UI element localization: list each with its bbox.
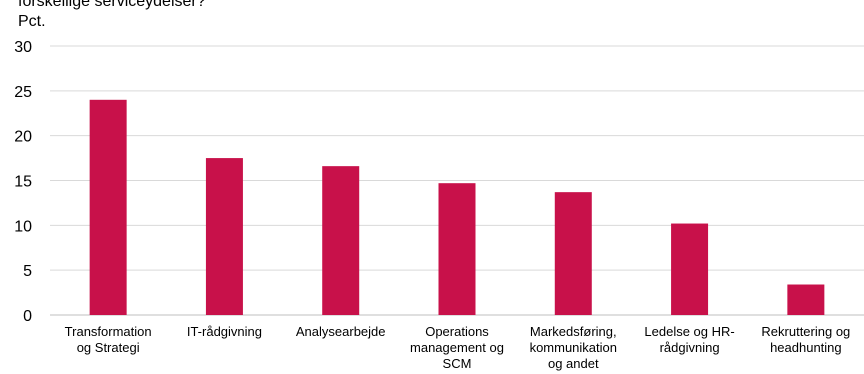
x-category-label-line: IT-rådgivning — [187, 324, 262, 339]
bar — [205, 158, 243, 315]
y-tick-label: 5 — [23, 263, 32, 280]
x-category-label-line: Rekruttering og — [761, 324, 850, 339]
x-category-label: Transformation og Strategi — [65, 324, 152, 355]
y-tick-label: 15 — [14, 174, 32, 191]
y-tick-label: 25 — [14, 84, 32, 101]
x-category-label-line: Ledelse og HR- — [644, 324, 734, 339]
x-category-label: Markedsføring, kommunikation og andet — [530, 324, 617, 371]
y-tick-label: 30 — [14, 39, 32, 56]
y-axis-unit-label: Pct. — [18, 13, 46, 30]
x-category-label: Analysearbejde — [296, 324, 386, 339]
x-category-label-line: kommunikation — [530, 340, 617, 355]
y-tick-label: 10 — [14, 218, 32, 235]
x-category-label-line: og Strategi — [77, 340, 140, 355]
x-category-label-line: headhunting — [770, 340, 842, 355]
x-category-label-line: rådgivning — [660, 340, 720, 355]
x-category-label: IT-rådgivning — [187, 324, 262, 339]
bar — [787, 284, 825, 315]
x-category-label: Operations management og SCM — [410, 324, 504, 371]
x-category-label-line: Operations — [425, 324, 489, 339]
x-category-label-line: og andet — [548, 356, 599, 371]
y-tick-label: 0 — [23, 308, 32, 325]
x-category-label-line: Transformation — [65, 324, 152, 339]
chart-title: forskellige serviceydelser? — [18, 0, 206, 10]
bar — [438, 183, 476, 315]
x-category-label-line: management og — [410, 340, 504, 355]
y-axis-ticks: 0 5 10 15 20 25 30 — [14, 39, 32, 325]
x-axis-labels: Transformation og Strategi IT-rådgivning An… — [65, 324, 851, 371]
x-category-label-line: Markedsføring, — [530, 324, 617, 339]
bars — [89, 99, 825, 315]
x-category-label: Rekruttering og headhunting — [761, 324, 850, 355]
bar — [322, 166, 360, 315]
x-category-label-line: SCM — [443, 356, 472, 371]
bar — [554, 192, 592, 315]
y-tick-label: 20 — [14, 129, 32, 146]
bar — [89, 99, 127, 315]
x-category-label-line: Analysearbejde — [296, 324, 386, 339]
x-category-label: Ledelse og HR-rådgivning — [644, 324, 734, 355]
bar — [671, 223, 709, 315]
